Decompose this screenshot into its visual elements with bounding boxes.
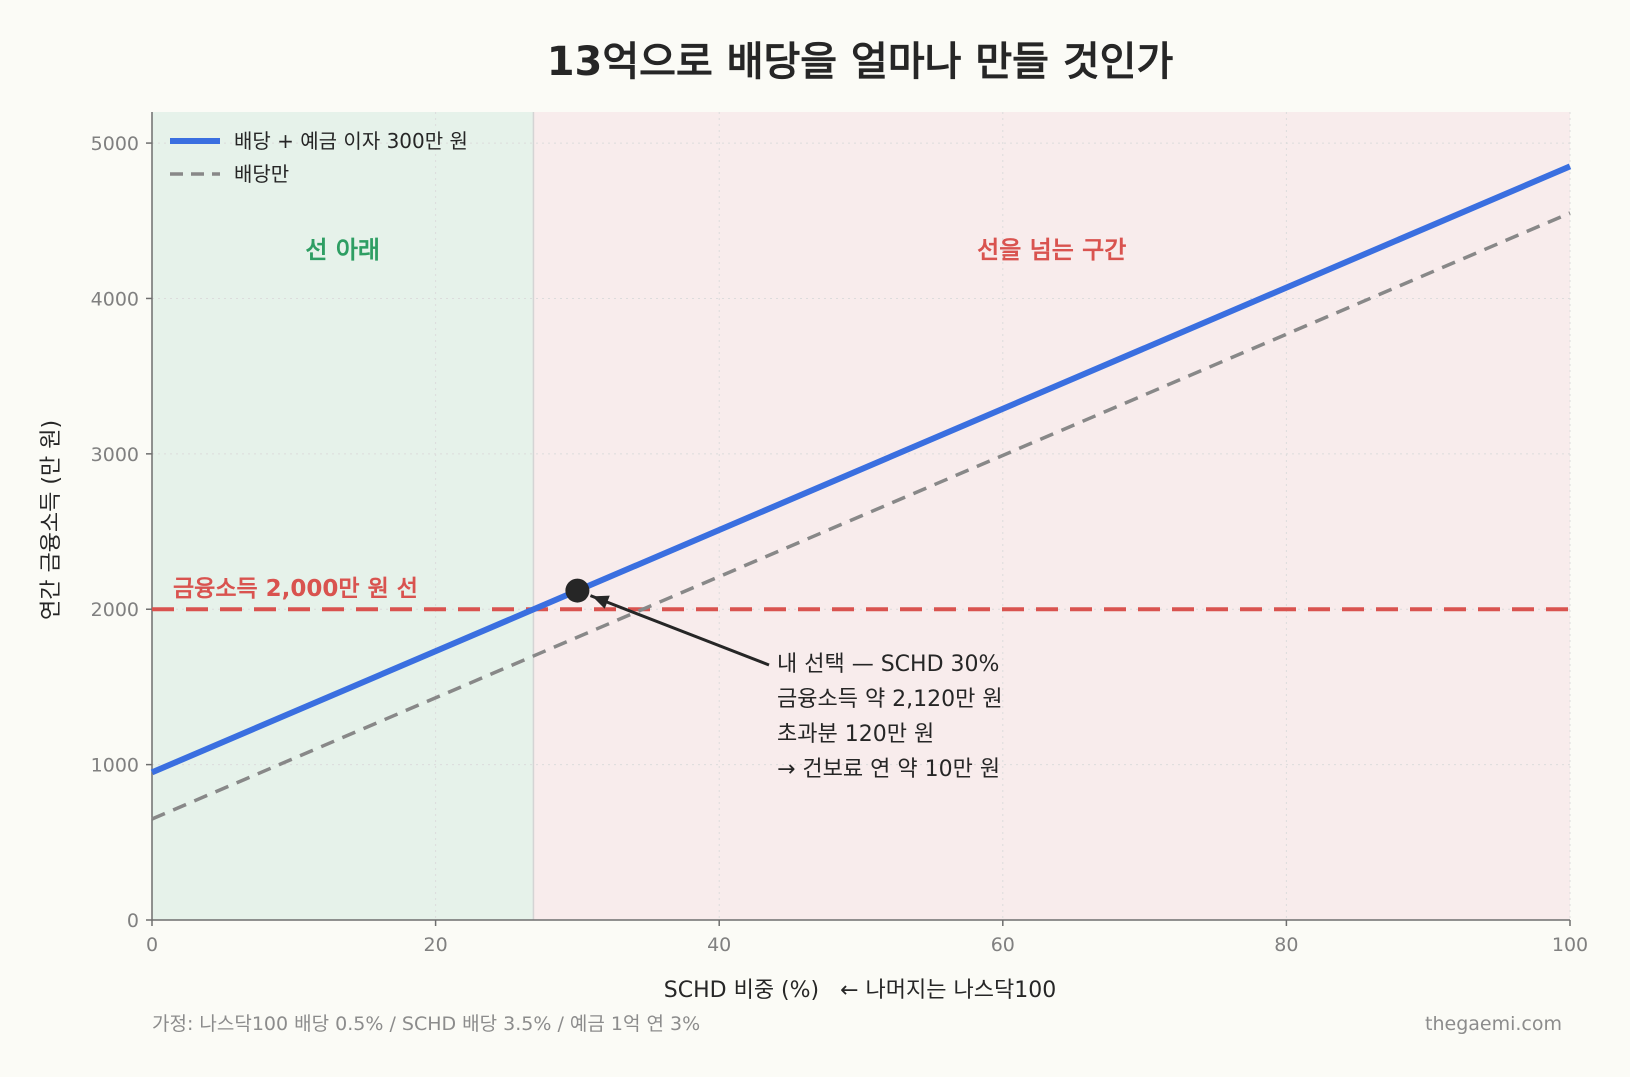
y-tick-label-0: 0 (127, 910, 139, 932)
series-line-0 (150, 163, 1572, 776)
annotation-arrowhead (592, 595, 610, 609)
series-line-1 (151, 211, 1571, 821)
legend-label-0: 배당 + 예금 이자 300만 원 (234, 129, 468, 153)
x-tick-label-60: 60 (991, 934, 1015, 956)
x-tick-label-80: 80 (1274, 934, 1298, 956)
region-label-0: 선 아래 (305, 236, 380, 264)
x-tick-label-40: 40 (707, 934, 731, 956)
x-tick-label-100: 100 (1552, 934, 1588, 956)
annotation-line-1: 금융소득 약 2,120만 원 (777, 687, 1003, 712)
selection-marker (565, 578, 590, 603)
y-axis-label: 연간 금융소득 (만 원) (39, 420, 64, 620)
footnote-source: thegaemi.com (1425, 1013, 1562, 1035)
y-tick-label-3000: 3000 (91, 444, 139, 466)
annotation-arrow (589, 594, 770, 667)
chart-title: 13억으로 배당을 얼마나 만들 것인가 (547, 39, 1174, 85)
annotation-line-3: → 건보료 연 약 10만 원 (777, 757, 1000, 782)
y-tick-label-2000: 2000 (91, 599, 139, 621)
footnote-assumption: 가정: 나스닥100 배당 0.5% / SCHD 배당 3.5% / 예금 1… (152, 1013, 700, 1035)
threshold-label: 금융소득 2,000만 원 선 (173, 576, 418, 602)
x-tick-label-0: 0 (146, 934, 158, 956)
region-1 (533, 112, 1570, 920)
y-tick-label-1000: 1000 (91, 755, 139, 777)
annotation-line-0: 내 선택 — SCHD 30% (777, 652, 999, 677)
annotation-line-2: 초과분 120만 원 (777, 722, 934, 747)
region-label-1: 선을 넘는 구간 (977, 236, 1126, 264)
y-tick-label-4000: 4000 (91, 288, 139, 310)
legend-label-1: 배당만 (234, 162, 289, 186)
region-0 (152, 112, 534, 920)
y-tick-label-5000: 5000 (91, 133, 139, 155)
x-axis-label: SCHD 비중 (%) ← 나머지는 나스닥100 (664, 978, 1056, 1003)
x-tick-label-20: 20 (424, 934, 448, 956)
